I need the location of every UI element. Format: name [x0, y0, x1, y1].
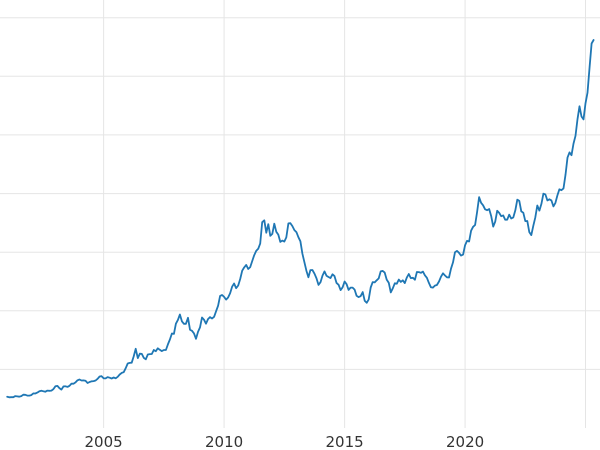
price-line-series [6, 39, 595, 399]
x-axis-tick-labels: 2005 2010 2015 2020 [85, 433, 485, 450]
x-tick-label: 2010 [205, 433, 243, 450]
price-line [6, 39, 595, 399]
gridlines [0, 0, 600, 428]
x-tick-label: 2015 [326, 433, 364, 450]
x-tick-label: 2005 [85, 433, 123, 450]
x-tick-label: 2020 [446, 433, 484, 450]
